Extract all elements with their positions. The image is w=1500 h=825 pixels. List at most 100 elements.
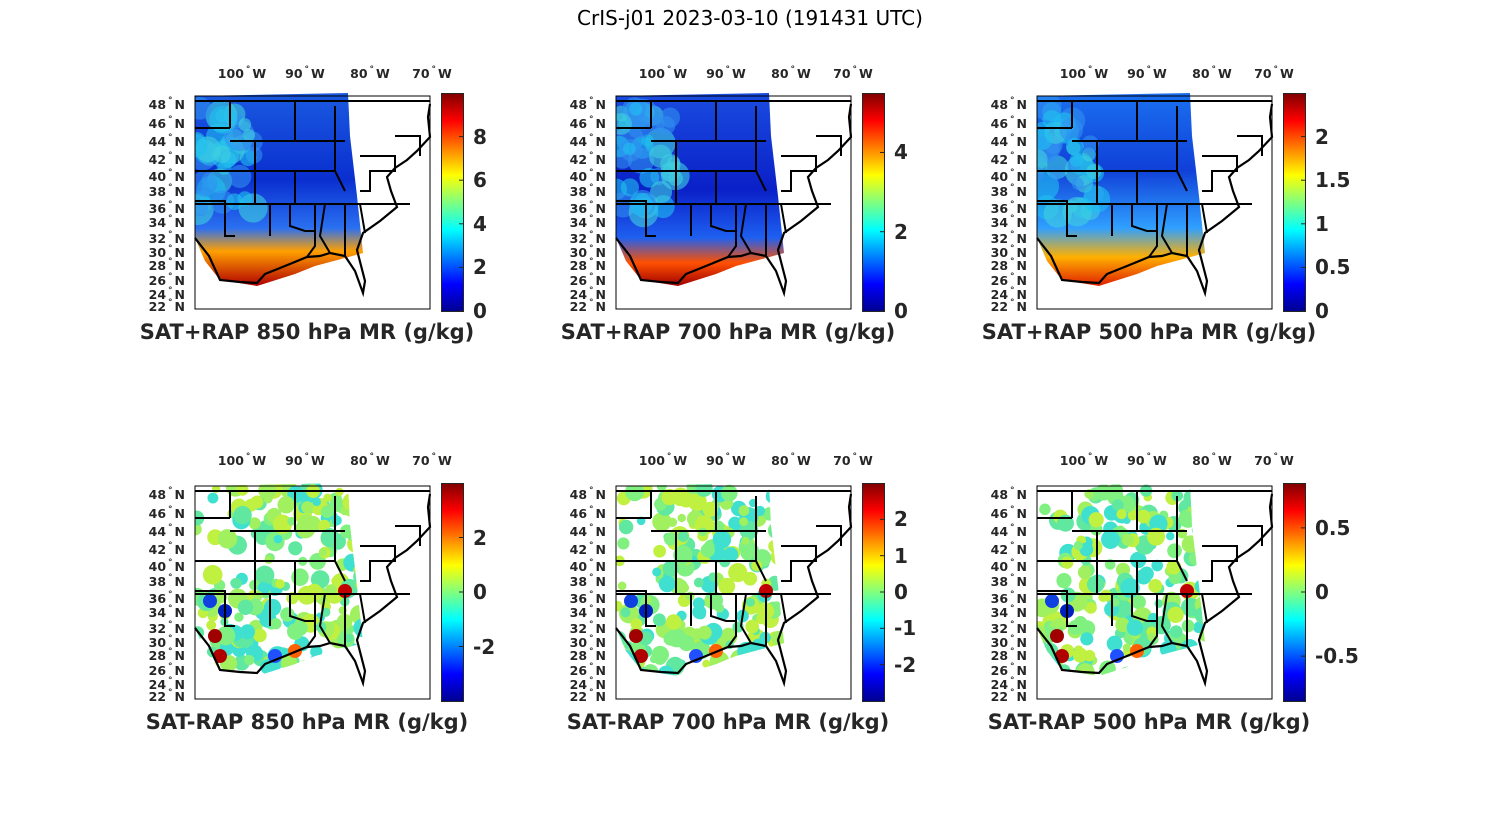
colorbar-tick-label: 8 [473,124,487,149]
lat-tick-label: 40 ° N [556,558,606,575]
lat-tick-label: 32 ° N [135,230,185,247]
lat-degree: 46 [569,116,588,131]
state-border [727,204,737,258]
data-point [310,667,320,676]
degree-symbol: ° [168,115,173,125]
lat-tick-label: 44 ° N [977,133,1027,150]
colorbar-tick-label: -0.5 [1315,644,1359,669]
data-point [339,665,350,675]
state-border [781,545,817,582]
data-point [1100,589,1113,602]
lon-degree: 90 [706,453,724,468]
lat-hemisphere: N [1016,273,1027,288]
lon-tick-label: 70 ° W [1254,65,1294,81]
lat-degree: 34 [148,605,167,620]
colorbar-gradient [1283,483,1306,702]
lon-tick-label: 70 ° W [833,452,873,468]
lat-tick-label: 48 ° N [556,96,606,113]
degree-symbol: ° [1010,200,1015,210]
lat-hemisphere: N [174,524,185,539]
lon-hemisphere: W [797,66,811,81]
lat-tick-label: 48 ° N [135,96,185,113]
lat-degree: 40 [148,559,167,574]
data-point [1056,573,1072,589]
lat-hemisphere: N [1016,231,1027,246]
data-point [1045,594,1059,608]
degree-symbol: ° [589,168,594,178]
lat-degree: 26 [569,273,588,288]
colorbar-gradient [441,483,464,702]
lon-hemisphere: W [1153,453,1167,468]
data-point [678,634,695,652]
data-point [1117,669,1130,676]
degree-symbol: ° [589,257,594,267]
state-border [616,530,677,562]
lat-hemisphere: N [595,635,606,650]
colorbar [862,93,885,312]
coastline [1036,493,1274,688]
data-point [230,577,242,589]
data-point [1116,508,1127,520]
degree-symbol: ° [168,505,173,515]
map-axes [194,93,432,310]
lat-degree: 44 [148,134,167,149]
degree-symbol: ° [1010,168,1015,178]
data-point [264,555,273,564]
data-patch [1042,110,1061,129]
data-point [1183,511,1193,521]
lat-degree: 44 [569,134,588,149]
lat-tick-label: 48 ° N [135,486,185,503]
data-point [270,618,282,630]
data-point [634,649,648,663]
data-point [652,512,672,532]
colorbar-tick-label: 2 [1315,124,1329,149]
data-point [357,531,363,541]
state-border [318,203,331,254]
colorbar-tick-label: 2 [473,525,487,550]
data-point [1145,657,1165,676]
lat-degree: 46 [990,116,1009,131]
data-point [280,607,295,622]
data-point [1196,492,1205,505]
colorbar [441,93,464,312]
data-point [657,665,675,676]
data-point [236,483,249,496]
lat-tick-label: 30 ° N [135,634,185,651]
lon-hemisphere: W [311,66,325,81]
data-patch [242,128,256,142]
lon-tick-label: 70 ° W [833,65,873,81]
degree-symbol: ° [589,115,594,125]
lat-hemisphere: N [1016,677,1027,692]
data-point [207,492,219,504]
lat-degree: 22 [148,299,167,314]
data-point [1169,625,1183,639]
lat-degree: 32 [148,231,167,246]
lat-degree: 22 [990,689,1009,704]
lat-hemisphere: N [174,152,185,167]
data-patch [1048,167,1063,181]
degree-symbol: ° [168,676,173,686]
state-border [195,590,235,627]
degree-symbol: ° [589,486,594,496]
map-frame [1036,95,1273,310]
lon-degree: 90 [1127,453,1145,468]
lat-degree: 42 [148,152,167,167]
data-point [700,543,715,558]
degree-symbol: ° [1010,558,1015,568]
colorbar-tick-label: 1 [1315,211,1329,236]
lat-hemisphere: N [174,299,185,314]
state-border [359,203,366,234]
data-point [651,645,669,664]
data-point [616,600,623,612]
lat-tick-label: 46 ° N [135,115,185,132]
lat-tick-label: 48 ° N [556,486,606,503]
data-point [1127,510,1138,521]
state-border [1131,594,1157,622]
lat-tick-label: 44 ° N [977,523,1027,540]
data-point [328,501,340,513]
data-point [272,514,293,534]
panel-title: SAT-RAP 850 hPa MR (g/kg) [145,710,469,734]
lat-degree: 36 [148,201,167,216]
lon-tick-label: 70 ° W [412,452,452,468]
degree-symbol: ° [1010,151,1015,161]
